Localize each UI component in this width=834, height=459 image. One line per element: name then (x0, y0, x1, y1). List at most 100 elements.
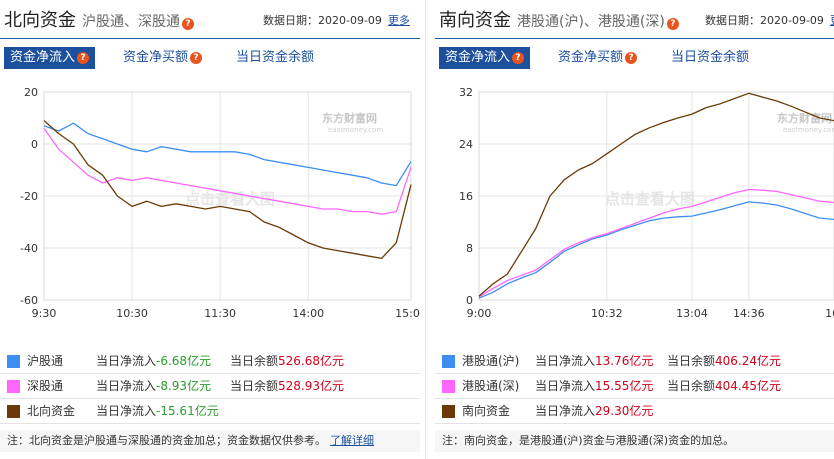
watermark-brand: 东方财富网 (322, 111, 377, 125)
south-panel: 南向资金 港股通(沪)、港股通(深) ? 数据日期：2020-09-09 更 资金… (435, 0, 834, 459)
legend-flow: 当日净流入15.55亿元 (535, 379, 654, 393)
x-tick-label: 14:00 (292, 307, 324, 320)
x-tick-label: 15:00 (395, 307, 420, 320)
legend-row-sz: 深股通 当日净流入-8.93亿元 当日余额528.93亿元 (0, 374, 420, 399)
x-tick-label: 11:30 (204, 307, 236, 320)
more-link[interactable]: 更 (830, 14, 834, 27)
date-label: 数据日期： (263, 14, 318, 27)
date-value: 2020-09-09 (318, 14, 382, 27)
tab-net-inflow[interactable]: 资金净流入? (4, 47, 96, 69)
help-icon[interactable]: ? (77, 52, 90, 64)
north-subtitle: 沪股通、深股通 (82, 14, 180, 30)
x-tick-label: 14:36 (733, 307, 765, 320)
legend-swatch (442, 355, 455, 368)
legend-row-south: 南向资金 当日净流入29.30亿元 (435, 399, 834, 424)
learn-more-link[interactable]: 了解详细 (330, 434, 374, 447)
x-tick-label: 10:30 (116, 307, 148, 320)
legend-row-hk-sz: 港股通(深) 当日净流入15.55亿元 当日余额404.45亿元 (435, 374, 834, 399)
legend-name: 北向资金 (27, 404, 76, 418)
help-icon[interactable]: ? (625, 52, 638, 64)
south-date-line: 数据日期：2020-09-09 更 (705, 12, 834, 28)
y-tick-label: 0 (466, 294, 473, 307)
tab-balance[interactable]: 当日资金余额 (236, 50, 315, 65)
series-line-2 (43, 120, 412, 260)
y-tick-label: -60 (20, 294, 38, 307)
legend-name: 南向资金 (462, 404, 511, 418)
legend-name: 港股通(沪) (462, 354, 520, 368)
tab-balance[interactable]: 当日资金余额 (671, 50, 750, 65)
y-tick-label: 24 (459, 138, 473, 151)
y-tick-label: 32 (459, 86, 473, 99)
north-title-row: 北向资金 沪股通、深股通 ? (4, 6, 194, 34)
watermark-url: eastmoney.com (328, 126, 383, 134)
south-tabs: 资金净流入? 资金净买额? 当日资金余额 (439, 47, 777, 69)
north-date-line: 数据日期：2020-09-09 更多 (263, 12, 410, 28)
y-tick-label: 20 (24, 86, 38, 99)
date-label: 数据日期： (705, 14, 760, 27)
legend-row-hk-sh: 港股通(沪) 当日净流入13.76亿元 当日余额406.24亿元 (435, 349, 834, 374)
series-line-2 (478, 92, 834, 297)
legend-balance: 当日余额526.68亿元 (230, 354, 345, 368)
legend-swatch (7, 355, 20, 368)
series-line-1 (478, 188, 834, 298)
legend-balance: 当日余额404.45亿元 (667, 379, 782, 393)
y-tick-label: -20 (20, 190, 38, 203)
legend-name: 港股通(深) (462, 379, 520, 393)
legend-flow: 当日净流入-8.93亿元 (96, 379, 212, 393)
legend-row-north: 北向资金 当日净流入-15.61亿元 (0, 399, 420, 424)
y-tick-label: 0 (31, 138, 38, 151)
help-icon[interactable]: ? (190, 52, 203, 64)
series-line-0 (43, 122, 412, 187)
legend-swatch (7, 405, 20, 418)
tab-net-buy[interactable]: 资金净买额? (117, 47, 208, 69)
legend-balance: 当日余额406.24亿元 (667, 354, 782, 368)
legend-swatch (442, 380, 455, 393)
tab-net-inflow[interactable]: 资金净流入? (439, 47, 531, 69)
series-line-1 (43, 128, 412, 215)
legend-swatch (7, 380, 20, 393)
y-tick-label: -40 (20, 242, 38, 255)
north-title: 北向资金 (4, 10, 76, 31)
south-note: 注：南向资金，是港股通(沪)资金与港股通(深)资金的加总。 (435, 430, 834, 452)
tab-net-buy[interactable]: 资金净买额? (552, 47, 643, 69)
watermark-url: eastmoney.com (783, 126, 834, 134)
north-tabs: 资金净流入? 资金净买额? 当日资金余额 (4, 47, 342, 69)
help-icon[interactable]: ? (512, 52, 525, 64)
watermark-center: 点击查看大图 (185, 190, 275, 208)
x-tick-label: 10:32 (591, 307, 623, 320)
legend-name: 沪股通 (27, 354, 64, 368)
watermark-center: 点击查看大图 (605, 190, 695, 208)
title-divider (435, 38, 834, 39)
date-value: 2020-09-09 (760, 14, 824, 27)
north-note: 注：北向资金是沪股通与深股通的资金加总；资金数据仅供参考。 了解详细 (0, 430, 420, 452)
y-tick-label: 8 (466, 242, 473, 255)
help-icon[interactable]: ? (666, 18, 679, 30)
y-tick-label: 16 (459, 190, 473, 203)
series-line-0 (478, 201, 834, 299)
legend-flow: 当日净流入29.30亿元 (535, 404, 654, 418)
x-tick-label: 13:04 (676, 307, 708, 320)
legend-swatch (442, 405, 455, 418)
south-title: 南向资金 (439, 10, 511, 31)
title-divider (0, 38, 420, 39)
plot-area (478, 91, 834, 301)
legend-balance: 当日余额528.93亿元 (230, 379, 345, 393)
panel-divider (425, 0, 426, 459)
legend-flow: 当日净流入-6.68亿元 (96, 354, 212, 368)
south-title-row: 南向资金 港股通(沪)、港股通(深) ? (439, 6, 679, 34)
x-tick-label: 16: (825, 307, 834, 320)
x-tick-label: 9:00 (467, 307, 492, 320)
legend-name: 深股通 (27, 379, 64, 393)
x-tick-label: 9:30 (32, 307, 57, 320)
legend-flow: 当日净流入-15.61亿元 (96, 404, 219, 418)
watermark-brand: 东方财富网 (777, 111, 832, 125)
legend-flow: 当日净流入13.76亿元 (535, 354, 654, 368)
more-link[interactable]: 更多 (387, 14, 410, 27)
legend-row-sh: 沪股通 当日净流入-6.68亿元 当日余额526.68亿元 (0, 349, 420, 374)
north-panel: 北向资金 沪股通、深股通 ? 数据日期：2020-09-09 更多 资金净流入? … (0, 6, 420, 452)
help-icon[interactable]: ? (182, 18, 194, 30)
plot-area (43, 91, 412, 301)
south-subtitle: 港股通(沪)、港股通(深) (517, 14, 665, 30)
